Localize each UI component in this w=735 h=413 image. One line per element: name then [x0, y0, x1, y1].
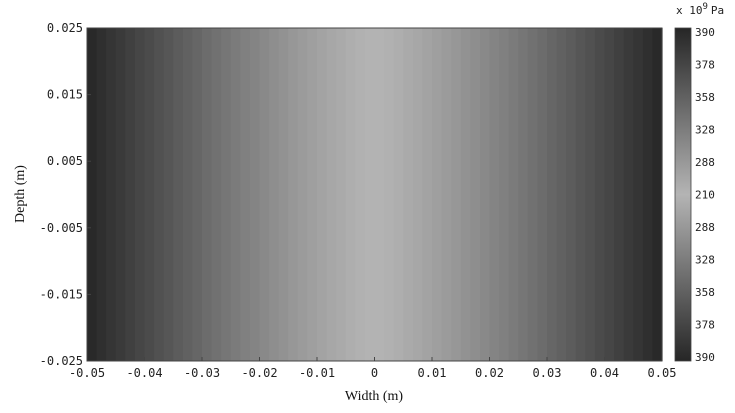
heatmap-band	[489, 28, 500, 361]
heatmap-band	[192, 28, 203, 361]
heatmap-band	[508, 28, 519, 361]
x-tick-label: 0.01	[418, 366, 447, 380]
heatmap-band	[345, 28, 356, 361]
heatmap-band	[307, 28, 318, 361]
heatmap-band	[652, 28, 663, 361]
y-tick-label: -0.015	[40, 287, 83, 301]
colorbar-label: 328	[695, 254, 715, 267]
heatmap-band	[211, 28, 222, 361]
heatmap-band	[537, 28, 548, 361]
x-tick-label: 0.02	[475, 366, 504, 380]
heatmap-band	[422, 28, 433, 361]
y-axis: 0.025 0.015 0.005 -0.005 -0.015 -0.025	[40, 21, 91, 368]
heatmap-band	[451, 28, 462, 361]
colorbar-label: 378	[695, 59, 715, 72]
heatmap-band	[249, 28, 261, 361]
heatmap-band	[115, 28, 126, 361]
heatmap-band	[230, 28, 241, 361]
y-tick-label: 0.015	[47, 88, 83, 102]
x-axis-title: Width (m)	[345, 389, 403, 404]
heatmap-band	[87, 28, 98, 361]
y-axis-title: Depth (m)	[13, 165, 28, 223]
colorbar: x 109 Pa 39037835832828821028832835837839…	[674, 2, 724, 364]
x-tick-label: -0.01	[299, 366, 335, 380]
heatmap-band	[412, 28, 424, 361]
x-tick-label: 0	[371, 366, 378, 380]
colorbar-label: 210	[695, 189, 715, 202]
heatmap-band	[144, 28, 155, 361]
heatmap-band	[269, 28, 280, 361]
heatmap-band	[326, 28, 337, 361]
colorbar-label: 390	[695, 26, 715, 39]
x-tick-label: 0.04	[590, 366, 619, 380]
heatmap-band	[432, 28, 443, 361]
heatmap-band	[623, 28, 634, 361]
heatmap-band	[364, 28, 376, 361]
heatmap-band	[125, 28, 136, 361]
heatmap-band	[259, 28, 270, 361]
heatmap-band	[566, 28, 577, 361]
heatmap-band	[604, 28, 615, 361]
heatmap-band	[240, 28, 251, 361]
x-tick-label: -0.04	[126, 366, 162, 380]
heatmap-band	[163, 28, 174, 361]
heatmap-band	[278, 28, 289, 361]
heatmap-band	[633, 28, 644, 361]
colorbar-label: 390	[695, 351, 715, 364]
colorbar-label: 288	[695, 221, 715, 234]
heatmap-band	[384, 28, 395, 361]
heatmap-band	[106, 28, 117, 361]
heatmap-band	[594, 28, 606, 361]
colorbar-unit: x 109 Pa	[676, 2, 724, 17]
heatmap-band	[479, 28, 491, 361]
x-tick-label: -0.02	[241, 366, 277, 380]
heatmap-band	[202, 28, 213, 361]
y-tick-label: -0.025	[40, 354, 83, 368]
heatmap-band	[297, 28, 309, 361]
heatmap-band	[374, 28, 385, 361]
x-tick-label: -0.03	[184, 366, 220, 380]
colorbar-label: 358	[695, 91, 715, 104]
heatmap-band	[96, 28, 107, 361]
heatmap-band	[154, 28, 165, 361]
colorbar-scale	[674, 27, 692, 362]
colorbar-label: 288	[695, 156, 715, 169]
heatmap-band	[518, 28, 529, 361]
heatmap-band	[614, 28, 625, 361]
heatmap-band	[499, 28, 510, 361]
heatmap-band	[585, 28, 596, 361]
x-tick-label: 0.03	[533, 366, 562, 380]
heatmap-band	[221, 28, 232, 361]
heatmap-band	[134, 28, 146, 361]
heatmap-band	[393, 28, 404, 361]
x-axis: -0.05 -0.04 -0.03 -0.02 -0.01 0 0.01 0.02 0.03 0.…	[69, 357, 677, 380]
heatmap-band	[288, 28, 299, 361]
heatmap-band	[527, 28, 539, 361]
y-tick-label: 0.025	[47, 21, 83, 35]
heatmap-band	[556, 28, 567, 361]
heatmap-band	[460, 28, 471, 361]
heatmap-band	[173, 28, 184, 361]
heatmap-band	[317, 28, 328, 361]
y-tick-label: -0.005	[40, 221, 83, 235]
heatmap-field	[87, 28, 663, 361]
heatmap-band	[642, 28, 654, 361]
heatmap-band	[547, 28, 558, 361]
heatmap-band	[403, 28, 414, 361]
heatmap-band	[575, 28, 586, 361]
colorbar-label: 358	[695, 286, 715, 299]
y-tick-label: 0.005	[47, 154, 83, 168]
x-tick-label: -0.05	[69, 366, 105, 380]
heatmap-band	[441, 28, 452, 361]
colorbar-labels: 390 378 358 328 288 210 288 328 358 378 390	[695, 26, 715, 364]
heatmap-band	[336, 28, 347, 361]
x-tick-label: 0.05	[648, 366, 677, 380]
colorbar-label: 328	[695, 124, 715, 137]
heatmap-band	[355, 28, 366, 361]
heatmap-band	[470, 28, 481, 361]
colorbar-label: 378	[695, 319, 715, 332]
heatmap-band	[182, 28, 194, 361]
